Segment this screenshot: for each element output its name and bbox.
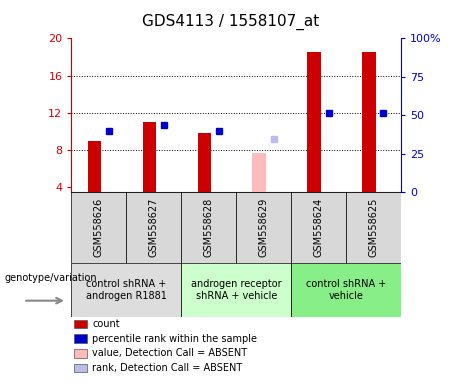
Bar — [291, 192, 346, 263]
Text: androgen receptor
shRNA + vehicle: androgen receptor shRNA + vehicle — [191, 279, 282, 301]
Text: GSM558628: GSM558628 — [204, 198, 214, 257]
Bar — [291, 263, 401, 317]
Text: GDS4113 / 1558107_at: GDS4113 / 1558107_at — [142, 13, 319, 30]
Bar — [88, 141, 101, 225]
Bar — [71, 192, 126, 263]
Text: control shRNA +
androgen R1881: control shRNA + androgen R1881 — [86, 279, 167, 301]
Bar — [126, 192, 181, 263]
Text: GSM558629: GSM558629 — [259, 198, 269, 257]
Bar — [181, 263, 291, 317]
Text: genotype/variation: genotype/variation — [5, 273, 97, 283]
Bar — [142, 122, 156, 225]
Text: percentile rank within the sample: percentile rank within the sample — [92, 334, 257, 344]
Bar — [346, 192, 401, 263]
Bar — [362, 52, 376, 225]
Bar — [307, 52, 321, 225]
Text: GSM558624: GSM558624 — [313, 198, 324, 257]
Bar — [71, 263, 181, 317]
Text: GSM558625: GSM558625 — [369, 198, 378, 257]
Text: GSM558626: GSM558626 — [94, 198, 104, 257]
Bar — [253, 153, 266, 225]
Bar — [181, 192, 236, 263]
Text: value, Detection Call = ABSENT: value, Detection Call = ABSENT — [92, 348, 247, 358]
Text: rank, Detection Call = ABSENT: rank, Detection Call = ABSENT — [92, 363, 242, 373]
Text: count: count — [92, 319, 120, 329]
Text: GSM558627: GSM558627 — [149, 198, 159, 257]
Text: control shRNA +
vehicle: control shRNA + vehicle — [306, 279, 386, 301]
Bar — [236, 192, 291, 263]
Bar — [197, 133, 211, 225]
